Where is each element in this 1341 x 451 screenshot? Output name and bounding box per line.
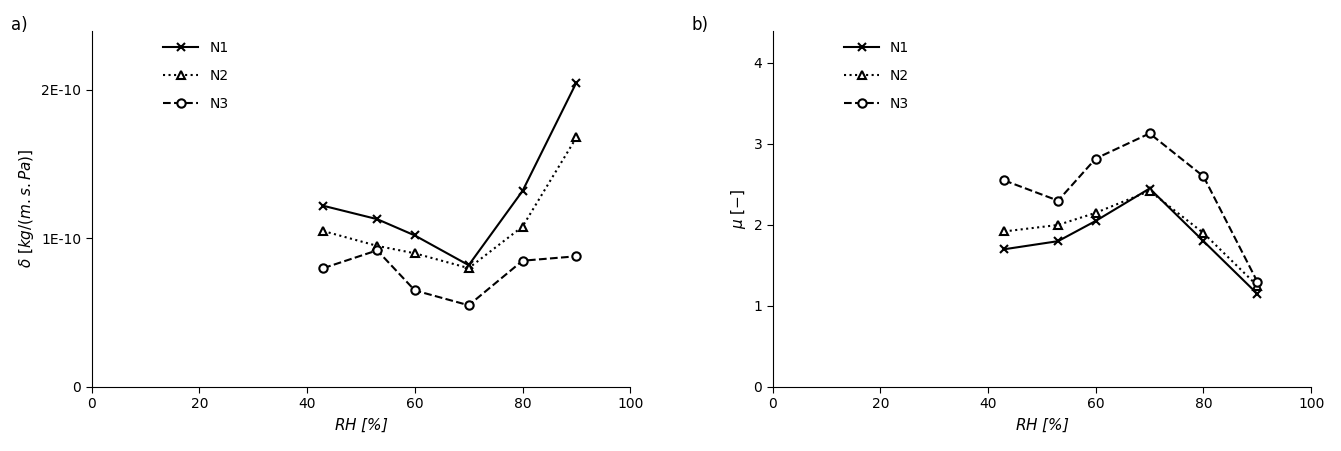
Y-axis label: $\mu$ $[-]$: $\mu$ $[-]$: [728, 189, 748, 229]
N2: [1250, 283, 1266, 288]
N1: [1050, 239, 1066, 244]
N3: [1050, 198, 1066, 203]
N3: [1195, 174, 1211, 179]
Legend: N1, N2, N3: N1, N2, N3: [164, 41, 228, 111]
N3: [1088, 156, 1104, 161]
N1: [996, 247, 1012, 252]
N2: [1141, 188, 1157, 193]
N2: [996, 229, 1012, 234]
N3: [315, 266, 331, 271]
X-axis label: $RH$ [%]: $RH$ [%]: [334, 417, 389, 434]
N2: [1050, 222, 1066, 228]
Text: a): a): [11, 16, 27, 34]
N2: [369, 243, 385, 249]
Line: N2: N2: [1000, 187, 1262, 290]
Line: N1: N1: [319, 78, 581, 269]
N1: [515, 188, 531, 193]
N1: [1250, 291, 1266, 296]
Legend: N1, N2, N3: N1, N2, N3: [845, 41, 909, 111]
N2: [461, 266, 477, 271]
N3: [369, 248, 385, 253]
Line: N3: N3: [319, 246, 581, 309]
N2: [569, 135, 585, 140]
Text: b): b): [691, 16, 708, 34]
N2: [1088, 210, 1104, 216]
N3: [569, 253, 585, 259]
N1: [461, 262, 477, 268]
N3: [996, 178, 1012, 183]
N1: [1141, 186, 1157, 191]
N2: [406, 251, 422, 256]
N3: [1141, 131, 1157, 136]
Line: N2: N2: [319, 133, 581, 272]
N1: [569, 80, 585, 85]
N1: [369, 216, 385, 222]
N3: [515, 258, 531, 263]
N1: [1195, 239, 1211, 244]
Y-axis label: $\delta$ $[kg/(m.s.Pa)]$: $\delta$ $[kg/(m.s.Pa)]$: [16, 149, 36, 268]
N2: [315, 228, 331, 234]
N2: [1195, 230, 1211, 236]
Line: N1: N1: [1000, 184, 1262, 298]
N3: [1250, 279, 1266, 285]
N1: [1088, 218, 1104, 224]
N3: [461, 303, 477, 308]
N3: [406, 288, 422, 293]
N1: [315, 203, 331, 208]
X-axis label: $RH$ [%]: $RH$ [%]: [1015, 417, 1069, 434]
Line: N3: N3: [1000, 129, 1262, 286]
N1: [406, 233, 422, 238]
N2: [515, 224, 531, 229]
